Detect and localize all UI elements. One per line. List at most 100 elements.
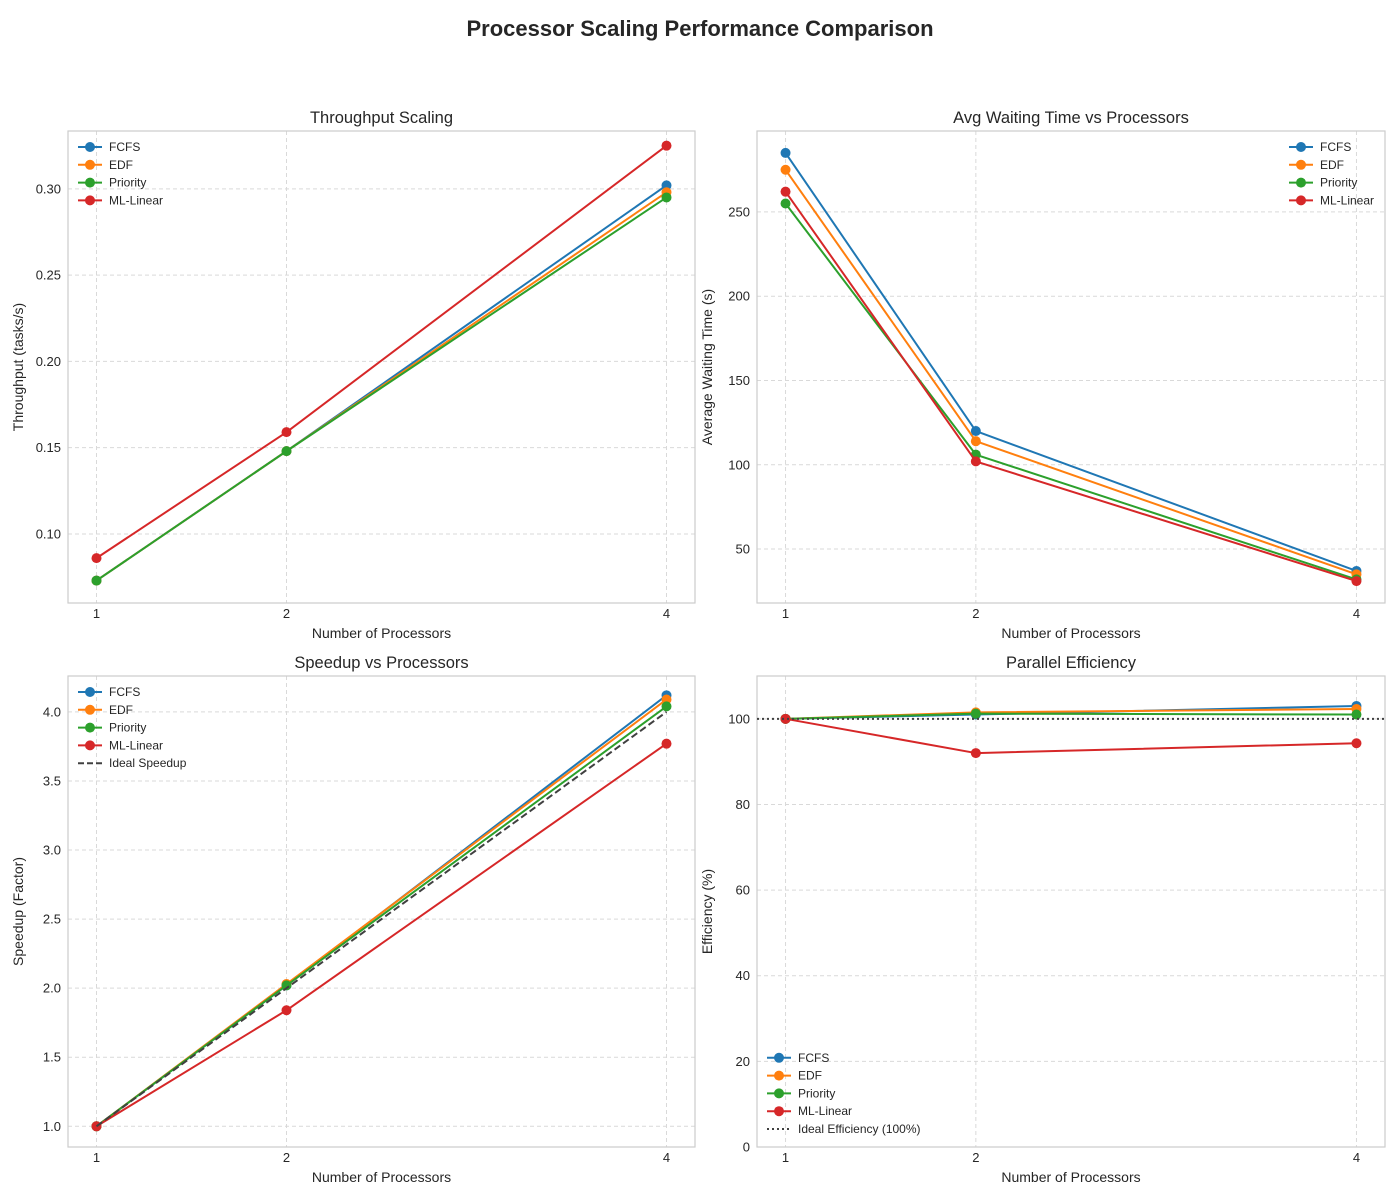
series-line <box>95 711 668 1128</box>
subplot-title: Parallel Efficiency <box>1006 654 1137 672</box>
axes-frame <box>756 130 1386 604</box>
data-point <box>780 186 791 197</box>
legend-label: ML-Linear <box>1320 193 1374 207</box>
x-tick-label: 4 <box>1353 606 1360 621</box>
y-tick-label: 0.25 <box>36 268 61 283</box>
data-point <box>281 446 292 457</box>
legend-marker <box>1296 195 1306 206</box>
data-point <box>780 198 791 209</box>
plot-area <box>757 676 1385 1147</box>
y-tick-label: 100 <box>728 457 750 472</box>
legend-marker <box>85 740 95 751</box>
y-tick-label: 3.0 <box>43 843 61 858</box>
x-tick-label: 1 <box>93 1150 100 1165</box>
legend-label: EDF <box>109 158 133 172</box>
data-point <box>661 701 672 712</box>
legend: FCFS EDF Priority ML-Linear <box>78 140 163 207</box>
x-tick-label: 4 <box>663 1150 670 1165</box>
data-point <box>970 456 981 467</box>
legend-label: Priority <box>109 176 146 190</box>
data-point <box>661 192 672 203</box>
data-point <box>1351 738 1362 749</box>
y-tick-label: 100 <box>728 711 750 726</box>
data-point <box>281 980 292 991</box>
legend-marker <box>85 177 95 188</box>
data-point <box>970 708 981 719</box>
legend: FCFS EDF Priority ML-Linear Ideal Efficiency… <box>767 1051 921 1136</box>
series-edf <box>780 164 1362 580</box>
x-tick-label: 2 <box>972 1150 979 1165</box>
legend-marker <box>85 142 95 152</box>
subplot-1: 1 2 4 0.10 0.15 0.20 0.25 0.30 Throughput Scalin… <box>10 109 696 641</box>
x-axis-label: Number of Processors <box>312 1169 451 1185</box>
data-point <box>780 147 791 158</box>
y-axis-label: Speedup (Factor) <box>10 857 26 966</box>
legend-marker <box>774 1106 784 1117</box>
data-point <box>661 180 672 191</box>
y-tick-label: 1.5 <box>43 1050 61 1065</box>
plot-area <box>757 131 1385 603</box>
y-tick-label: 20 <box>736 1054 750 1069</box>
y-axis-label: Average Waiting Time (s) <box>699 289 715 445</box>
y-tick-label: 80 <box>736 797 750 812</box>
series-priority <box>91 192 672 586</box>
legend: FCFS EDF Priority ML-Linear <box>1289 140 1374 207</box>
legend-label: FCFS <box>798 1051 829 1065</box>
legend-marker <box>1296 142 1306 152</box>
series-ml-linear <box>780 713 1362 759</box>
x-tick-label: 4 <box>1353 1150 1360 1165</box>
legend-label: FCFS <box>1320 140 1351 154</box>
legend-marker <box>85 722 95 733</box>
legend-label: Priority <box>1320 176 1357 190</box>
subplot-title: Speedup vs Processors <box>294 654 468 672</box>
y-tick-label: 4.0 <box>43 704 61 719</box>
legend-marker <box>1296 177 1306 188</box>
legend-marker <box>774 1052 784 1063</box>
y-tick-label: 2.0 <box>43 981 61 996</box>
legend-label: EDF <box>1320 158 1344 172</box>
axes-frame <box>756 675 1386 1148</box>
data-point <box>661 140 672 151</box>
legend-marker <box>774 1070 784 1081</box>
x-tick-label: 2 <box>972 606 979 621</box>
x-tick-label: 1 <box>782 1150 789 1165</box>
y-tick-label: 50 <box>736 542 750 557</box>
legend-label: ML-Linear <box>109 193 163 207</box>
legend-label: ML-Linear <box>798 1104 852 1118</box>
legend-label: Priority <box>798 1086 835 1100</box>
legend-label: Priority <box>109 721 146 735</box>
legend-label: FCFS <box>109 685 140 699</box>
subplot-3: 1 2 4 1.0 1.5 2.0 2.5 3.0 3.5 4.0 Speedup vs Proce… <box>10 654 696 1185</box>
legend-marker <box>85 704 95 715</box>
data-point <box>281 427 292 438</box>
axes-frame <box>67 675 696 1148</box>
data-point <box>281 1005 292 1016</box>
figure-title: Processor Scaling Performance Comparison <box>466 16 934 41</box>
y-tick-label: 0.10 <box>36 526 61 541</box>
y-tick-label: 200 <box>728 289 750 304</box>
legend-label: Ideal Efficiency (100%) <box>798 1122 921 1136</box>
legend-marker <box>1296 159 1306 170</box>
y-tick-label: 0 <box>743 1140 750 1155</box>
subplot-2: 1 2 4 50 100 150 200 250 Avg Waiting Time vs Pro… <box>699 109 1386 641</box>
data-point <box>780 713 791 724</box>
y-tick-label: 2.5 <box>43 912 61 927</box>
subplot-title: Avg Waiting Time vs Processors <box>953 109 1189 127</box>
data-point <box>970 436 981 447</box>
legend-label: Ideal Speedup <box>109 756 187 770</box>
y-tick-label: 0.15 <box>36 440 61 455</box>
legend-label: EDF <box>798 1069 822 1083</box>
data-point <box>970 426 981 437</box>
legend-label: ML-Linear <box>109 738 163 752</box>
y-tick-label: 0.30 <box>36 181 61 196</box>
x-tick-label: 1 <box>782 606 789 621</box>
x-tick-label: 4 <box>663 606 670 621</box>
data-point <box>1351 709 1362 720</box>
x-tick-label: 2 <box>283 1150 290 1165</box>
series-ideal-speedup <box>95 711 668 1128</box>
axes-frame <box>67 130 696 604</box>
y-tick-label: 1.0 <box>43 1119 61 1134</box>
